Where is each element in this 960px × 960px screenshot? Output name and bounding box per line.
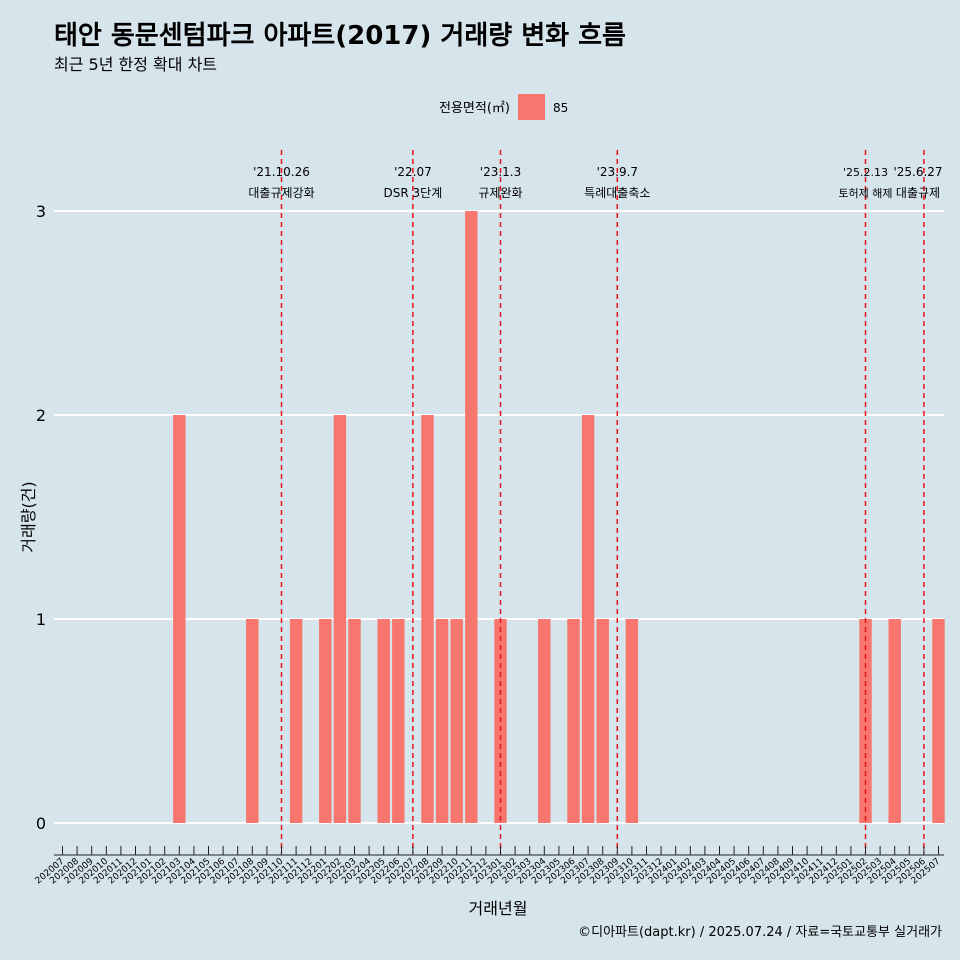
bar (538, 619, 551, 823)
bar (173, 415, 186, 823)
bar (392, 619, 405, 823)
x-axis-title: 거래년월 (469, 899, 528, 918)
bar (567, 619, 580, 823)
caption: ©디아파트(dapt.kr) / 2025.07.24 / 자료=국토교통부 실… (578, 925, 942, 940)
legend: 전용면적(㎡) 85 (439, 94, 568, 120)
bar (596, 619, 609, 823)
bar (319, 619, 332, 823)
event-label: 토허제 해제 (838, 186, 892, 200)
event-date: '23.9.7 (597, 165, 638, 179)
bar (421, 415, 434, 823)
chart-title: 태안 동문센텀파크 아파트(2017) 거래량 변화 흐름 (54, 21, 626, 51)
bar (377, 619, 390, 823)
bar (625, 619, 639, 823)
bar (435, 619, 449, 823)
bar (465, 211, 478, 823)
event-label: 규제완화 (478, 186, 522, 200)
legend-title: 전용면적(㎡) (439, 101, 510, 116)
y-tick-label: 1 (36, 610, 46, 629)
event-date: '21.10.26 (253, 165, 310, 179)
event-label: 대출규제강화 (248, 186, 314, 200)
bars (173, 211, 945, 823)
legend-label: 85 (553, 101, 568, 115)
bar (289, 619, 303, 823)
y-axis-title: 거래량(건) (19, 481, 38, 552)
x-axis: 2020072020082020092020102020112020122021… (34, 846, 944, 886)
y-axis-ticks: 0 1 2 3 (36, 202, 46, 833)
event-markers: '21.10.26 대출규제강화 '22.07 DSR 3단계 '23.1.3 규제완화 '… (248, 150, 943, 853)
bar (450, 619, 463, 823)
event-date: '22.07 (394, 165, 432, 179)
y-tick-label: 0 (36, 814, 46, 833)
legend-swatch (518, 94, 545, 120)
bar (333, 415, 347, 823)
y-tick-label: 3 (36, 202, 46, 221)
bar (246, 619, 259, 823)
event-label: DSR 3단계 (384, 186, 443, 200)
bar (348, 619, 361, 823)
bar (888, 619, 901, 823)
event-date: '25.2.13 (843, 166, 888, 179)
event-date: '25.6.27 (893, 165, 942, 179)
bar (932, 619, 945, 823)
chart-subtitle: 최근 5년 한정 확대 차트 (54, 55, 217, 74)
event-label: 대출규제 (896, 186, 940, 200)
event-label: 특례대출축소 (584, 186, 650, 200)
y-tick-label: 2 (36, 406, 46, 425)
event-date: '23.1.3 (480, 165, 521, 179)
bar (581, 415, 595, 823)
